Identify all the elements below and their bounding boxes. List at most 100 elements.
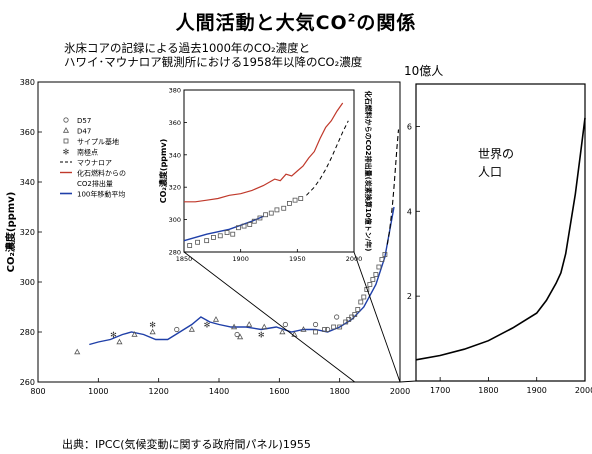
main-square-marker bbox=[370, 277, 376, 282]
main-mauna-loa-line bbox=[386, 129, 400, 245]
main-asterisk-marker: ✻ bbox=[258, 331, 265, 340]
inset-square-marker bbox=[211, 235, 216, 240]
legend-symbol: ✻ bbox=[63, 148, 70, 157]
main-square-marker bbox=[337, 324, 343, 330]
main-circle-marker bbox=[282, 321, 288, 328]
main-y-tick-label: 360 bbox=[20, 128, 35, 137]
inset-square-marker bbox=[257, 215, 263, 221]
main-square-marker bbox=[322, 327, 327, 332]
main-asterisk-marker: ✻ bbox=[204, 321, 211, 330]
main-square-marker bbox=[376, 264, 382, 270]
main-square-marker bbox=[379, 257, 385, 262]
population-unit-label: 10億人 bbox=[404, 64, 444, 78]
main-triangle-marker bbox=[300, 326, 307, 332]
inset-mauna-loa-line bbox=[306, 120, 349, 196]
main-triangle-marker bbox=[246, 321, 253, 327]
main-triangle-marker bbox=[188, 326, 195, 332]
subtitle-line-1: 氷床コアの記録による過去1000年のCO₂濃度と bbox=[64, 41, 311, 55]
inset-x-tick-label: 1950 bbox=[289, 255, 306, 263]
main-triangle-marker bbox=[261, 323, 268, 330]
population-x-tick-label: 2000 bbox=[575, 386, 592, 395]
inset-square-marker bbox=[298, 196, 304, 201]
population-line bbox=[415, 117, 586, 361]
main-asterisk-marker: ✻ bbox=[110, 331, 117, 340]
main-triangle-marker bbox=[149, 328, 156, 335]
main-square-marker bbox=[373, 272, 379, 277]
subtitle-line-2: ハワイ･マウナロア観測所における1958年以降のCO₂濃度 bbox=[64, 55, 363, 69]
inset-square-marker bbox=[251, 218, 257, 224]
legend-symbol bbox=[63, 117, 69, 123]
population-plot-frame bbox=[415, 83, 586, 382]
main-square-marker bbox=[355, 307, 361, 312]
inset-x-tick-label: 1900 bbox=[232, 255, 249, 263]
legend-entry-label: 100年移動平均 bbox=[77, 190, 125, 199]
main-y-tick-label: 260 bbox=[20, 378, 35, 387]
inset-y-tick-label: 320 bbox=[169, 184, 181, 192]
main-triangle-marker bbox=[231, 323, 238, 330]
inset-plot-frame bbox=[183, 89, 355, 253]
main-circle-marker bbox=[234, 331, 240, 338]
main-square-marker bbox=[349, 314, 355, 320]
legend-entry-label: D57 bbox=[77, 117, 91, 125]
main-square-marker bbox=[358, 299, 364, 305]
inset-square-marker bbox=[187, 243, 193, 248]
main-y-tick-label: 380 bbox=[20, 78, 35, 87]
legend-symbol bbox=[63, 138, 69, 144]
inset-square-marker bbox=[204, 238, 210, 244]
main-square-marker bbox=[361, 294, 367, 300]
inset-square-marker bbox=[292, 197, 298, 203]
inset-square-marker bbox=[217, 233, 223, 239]
population-annotation: 世界の bbox=[478, 147, 514, 161]
inset-square-marker bbox=[247, 222, 253, 227]
main-x-tick-label: 1800 bbox=[329, 387, 349, 396]
legend-entry-label: サイプル基地 bbox=[77, 137, 119, 146]
inset-y-axis-label: CO₂濃度(ppmv) bbox=[158, 139, 168, 204]
main-x-tick-label: 1400 bbox=[209, 387, 229, 396]
main-square-marker bbox=[343, 319, 349, 325]
main-triangle-marker bbox=[212, 316, 220, 322]
inset-x-tick-label: 2000 bbox=[346, 255, 363, 263]
main-square-marker bbox=[346, 317, 352, 322]
main-x-tick-label: 2000 bbox=[390, 387, 410, 396]
zoom-connector-line bbox=[183, 251, 356, 383]
main-asterisk-marker: ✻ bbox=[149, 321, 156, 330]
population-annotation: 人口 bbox=[478, 165, 502, 179]
inset-square-marker bbox=[224, 230, 230, 235]
population-y-tick-label: 4 bbox=[407, 207, 412, 216]
main-x-tick-label: 1600 bbox=[269, 387, 289, 396]
legend-entry-label: 南極点 bbox=[77, 148, 98, 157]
population-y-tick-label: 2 bbox=[407, 292, 412, 301]
inset-square-marker bbox=[274, 207, 280, 213]
inset-square-marker bbox=[230, 231, 236, 237]
main-square-marker bbox=[313, 329, 318, 335]
zoom-connector-line bbox=[399, 380, 417, 383]
main-y-tick-label: 320 bbox=[20, 228, 35, 237]
main-x-tick-label: 1000 bbox=[88, 387, 108, 396]
main-triangle-marker bbox=[279, 328, 286, 335]
population-x-tick-label: 1900 bbox=[527, 386, 547, 395]
main-y-tick-label: 300 bbox=[20, 278, 35, 287]
inset-square-marker bbox=[241, 223, 247, 229]
inset-square-marker bbox=[263, 212, 269, 218]
legend-symbol bbox=[62, 127, 70, 133]
legend-entry-label: マウナロア bbox=[77, 159, 112, 167]
main-square-marker bbox=[382, 252, 388, 257]
inset-y-tick-label: 280 bbox=[169, 249, 181, 257]
main-triangle-marker bbox=[116, 338, 123, 345]
main-y-tick-label: 340 bbox=[20, 178, 35, 187]
inset-emission-line bbox=[184, 102, 344, 203]
legend-entry-label: D47 bbox=[77, 128, 91, 136]
main-triangle-marker bbox=[74, 348, 81, 355]
main-y-tick-label: 280 bbox=[20, 328, 35, 337]
inset-square-marker bbox=[281, 205, 287, 211]
legend-entry-label: 化石燃料からの bbox=[77, 169, 126, 178]
inset-square-marker bbox=[195, 239, 201, 245]
main-y-axis-label: CO₂濃度(ppmv) bbox=[4, 192, 17, 273]
inset-y-tick-label: 300 bbox=[169, 216, 181, 224]
main-triangle-marker bbox=[237, 333, 244, 340]
population-x-tick-label: 1700 bbox=[430, 386, 450, 395]
inset-y-tick-label: 380 bbox=[169, 87, 181, 95]
inset-y-tick-label: 340 bbox=[169, 151, 181, 159]
chart-subtitle: 氷床コアの記録による過去1000年のCO₂濃度と ハワイ･マウナロア観測所におけ… bbox=[64, 41, 362, 69]
